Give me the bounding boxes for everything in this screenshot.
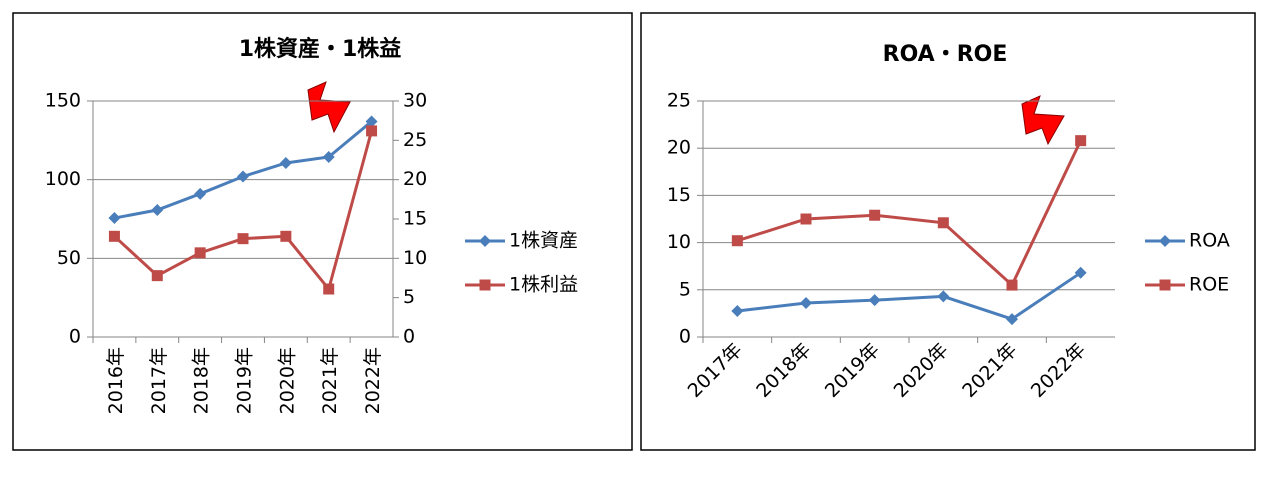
- y2-tick-label: 15: [403, 208, 427, 230]
- y2-tick-label: 20: [403, 168, 427, 190]
- marker: [1006, 279, 1018, 291]
- marker: [800, 297, 812, 310]
- arrow: [307, 81, 351, 134]
- marker: [869, 209, 881, 221]
- y-tick-label: 10: [667, 231, 691, 253]
- series-line: [736, 140, 1083, 288]
- legend-label: 1株利益: [509, 274, 578, 296]
- y2-tick-label: 10: [403, 247, 427, 269]
- marker: [365, 115, 378, 128]
- x-tick-label: 2022年: [362, 347, 384, 414]
- y-tick-label: 20: [667, 137, 691, 159]
- marker: [237, 170, 249, 183]
- y2-tick-label: 5: [403, 286, 415, 308]
- marker: [279, 156, 292, 169]
- marker: [937, 290, 950, 303]
- y-tick-label: 150: [45, 90, 81, 112]
- y2-tick-label: 30: [403, 90, 427, 112]
- marker: [1006, 313, 1018, 326]
- marker: [1075, 135, 1087, 147]
- y-tick-label: 100: [45, 168, 81, 190]
- y-tick-label: 15: [667, 184, 691, 206]
- y-tick-label: 50: [57, 247, 81, 269]
- marker: [280, 230, 292, 242]
- x-tick-label: 2016年: [105, 347, 127, 414]
- marker: [322, 151, 335, 164]
- marker: [194, 247, 206, 259]
- series-line: [737, 271, 1082, 321]
- marker: [237, 233, 249, 245]
- arrow: [1021, 95, 1065, 146]
- y-tick-label: 25: [667, 90, 691, 112]
- x-tick-label: 2020年: [276, 347, 298, 414]
- marker: [108, 230, 120, 242]
- marker: [731, 305, 744, 318]
- marker: [1159, 235, 1171, 247]
- marker: [800, 213, 812, 225]
- marker: [937, 217, 949, 229]
- marker: [868, 294, 881, 307]
- legend-label: 1株資産: [509, 230, 578, 252]
- x-tick-label: 2018年: [191, 347, 213, 414]
- y2-tick-label: 25: [403, 129, 427, 151]
- marker: [731, 235, 743, 247]
- marker: [194, 187, 207, 200]
- marker: [1159, 279, 1171, 291]
- panel: [640, 12, 1256, 451]
- marker: [479, 279, 491, 291]
- marker: [108, 212, 121, 225]
- legend-label: ROA: [1189, 230, 1230, 252]
- marker: [151, 204, 164, 217]
- y-tick-label: 0: [69, 326, 81, 348]
- x-tick-label: 2021年: [319, 347, 341, 414]
- chart-title: 1株資産・1株益: [239, 36, 402, 62]
- marker: [1074, 266, 1087, 279]
- marker: [323, 283, 335, 295]
- legend-label: ROE: [1189, 274, 1229, 296]
- marker: [366, 125, 378, 137]
- y2-tick-label: 0: [403, 326, 415, 348]
- marker: [151, 270, 163, 282]
- y-tick-label: 0: [679, 326, 691, 348]
- x-tick-label: 2017年: [148, 347, 170, 414]
- chart-title: ROA・ROE: [883, 42, 1008, 67]
- marker: [479, 235, 491, 247]
- y-tick-label: 5: [679, 278, 691, 300]
- x-tick-label: 2019年: [234, 347, 256, 414]
